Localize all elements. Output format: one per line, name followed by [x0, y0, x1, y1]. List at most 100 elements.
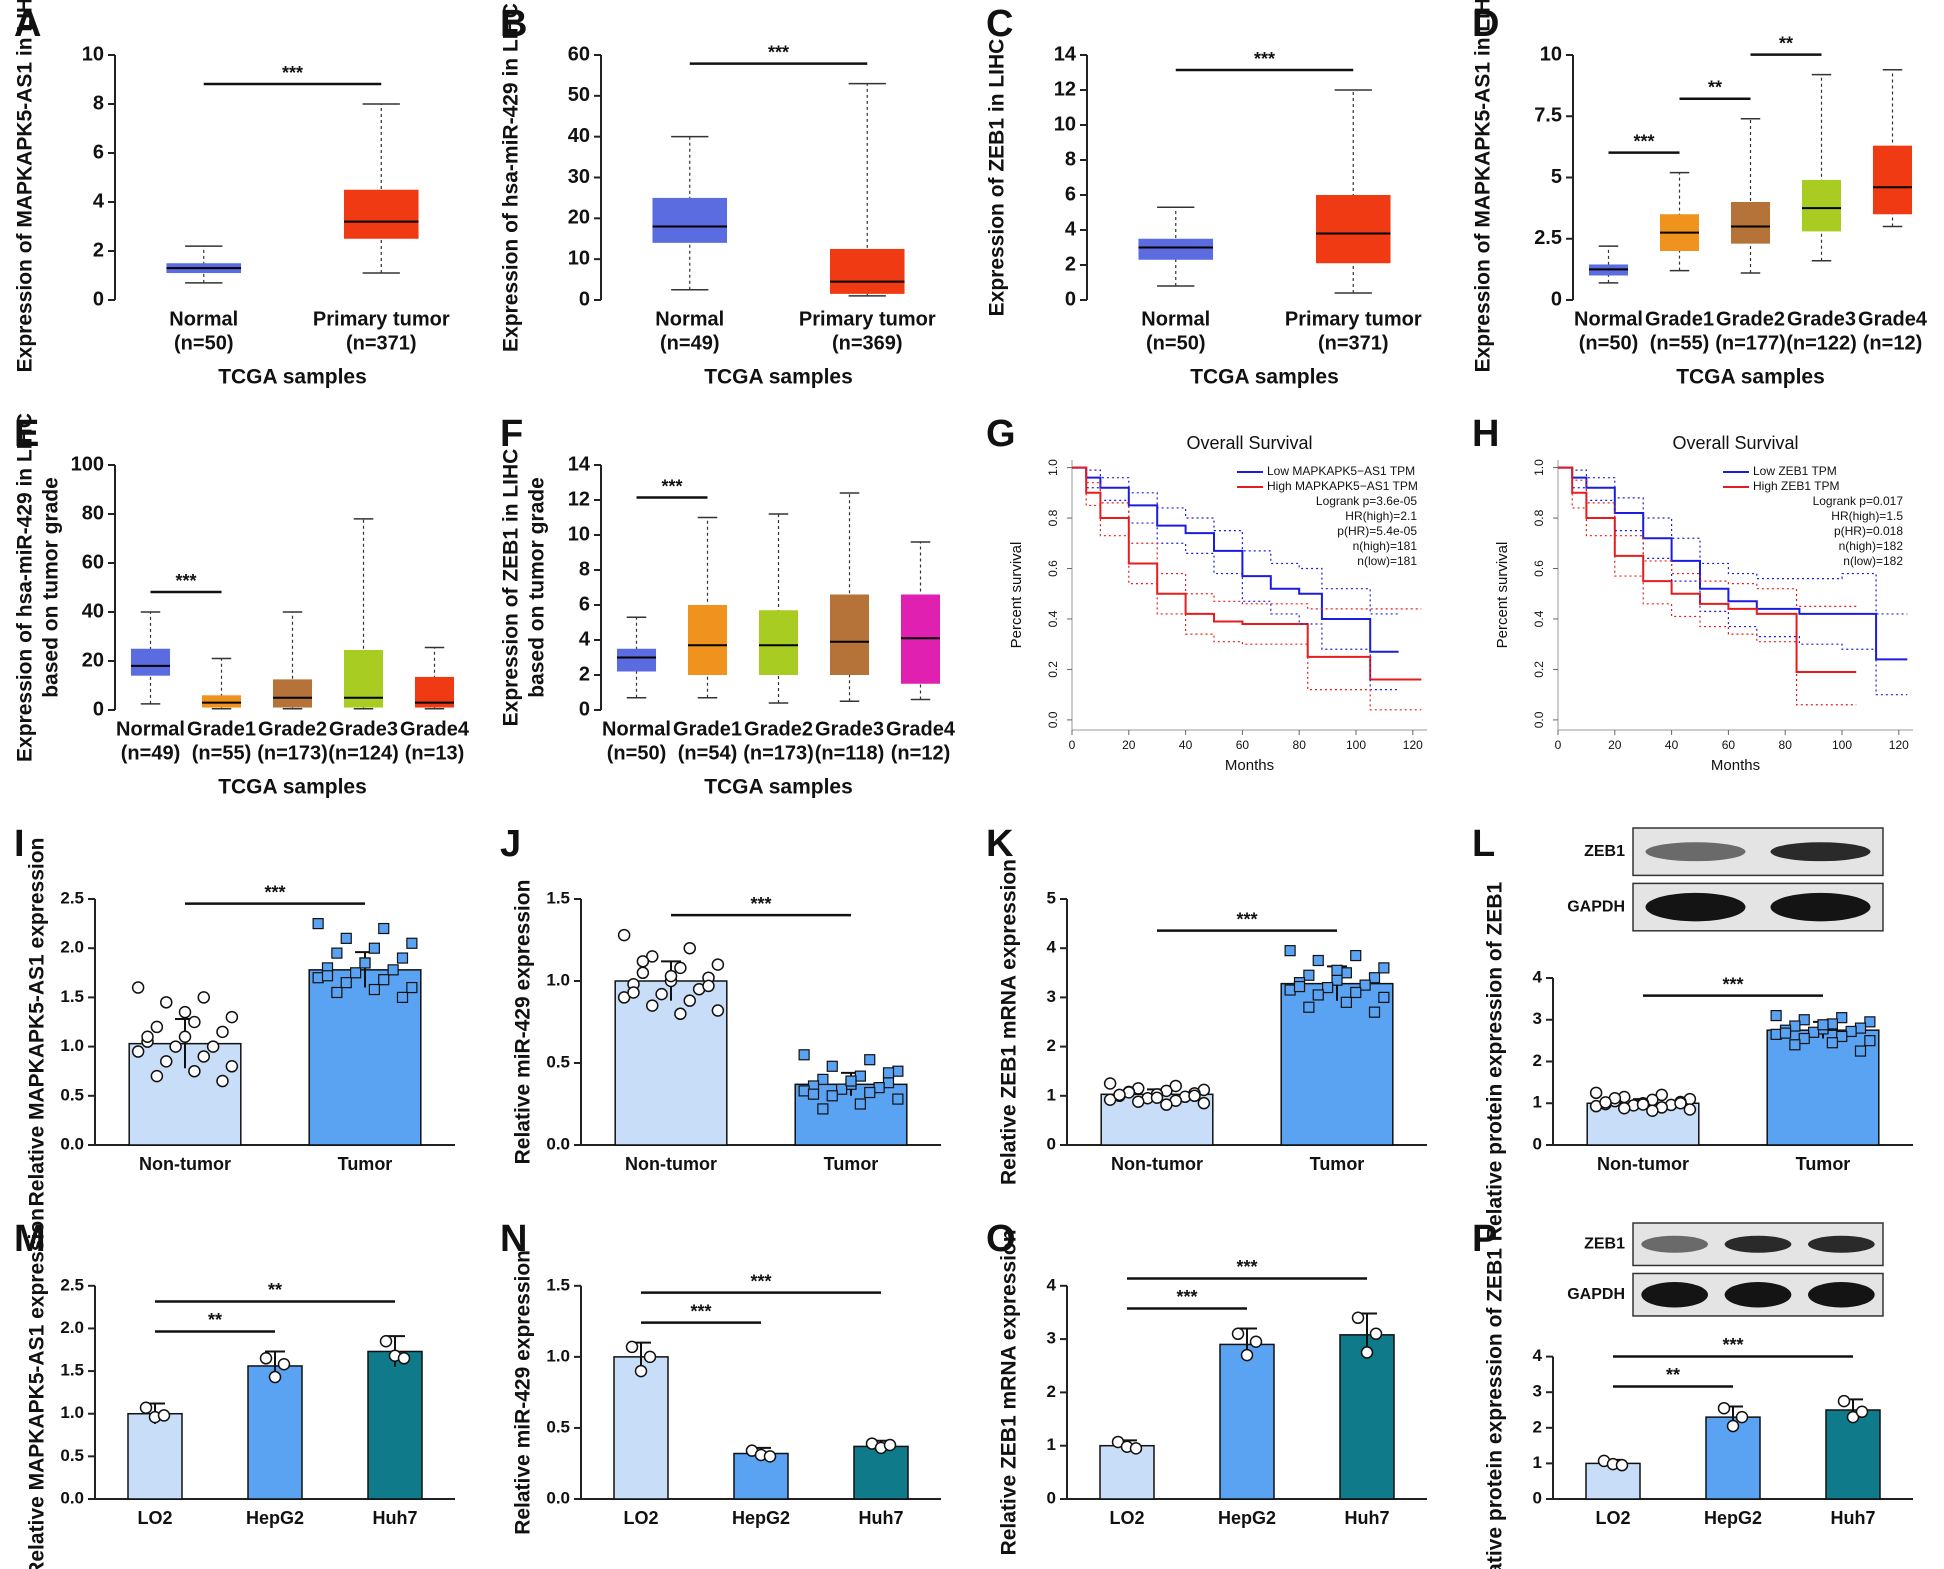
y-axis-label: Expression of MAPKAPK5-AS1 in LIHC	[1472, 0, 1495, 372]
data-point	[1293, 980, 1306, 993]
data-point	[396, 991, 409, 1004]
y-tick-label: 2.0	[60, 1318, 84, 1337]
annotation: p(HR)=0.018	[1834, 524, 1903, 538]
data-point	[1340, 967, 1352, 979]
y-tick-label: 10	[1540, 43, 1562, 65]
data-point	[1826, 1018, 1838, 1030]
legend-label: High MAPKAPK5−AS1 TPM	[1267, 479, 1418, 493]
data-point	[711, 1004, 725, 1017]
box	[1801, 179, 1842, 232]
data-point	[268, 1370, 282, 1384]
data-point	[225, 1010, 239, 1024]
x-tick-label: Grade3	[1787, 308, 1856, 330]
blot-band	[1808, 1235, 1875, 1253]
y-tick-label: 0.5	[60, 1446, 84, 1465]
panel-label: B	[500, 3, 527, 45]
data-point	[1589, 1086, 1603, 1100]
y-tick-label: 12	[1054, 78, 1076, 100]
y-tick-label: 40	[82, 600, 104, 622]
x-tick-label: Huh7	[1345, 1508, 1390, 1528]
x-tick-label: (n=54)	[678, 742, 737, 764]
y-tick-label: 2	[1533, 1051, 1542, 1070]
data-point	[259, 1352, 273, 1365]
y-tick-label: 100	[71, 453, 104, 475]
x-tick-label: HepG2	[1218, 1508, 1276, 1528]
significance-label: **	[208, 1310, 222, 1330]
y-tick-label: 1.5	[546, 1275, 570, 1294]
panel-label: K	[986, 823, 1014, 865]
x-tick-label: (n=371)	[346, 332, 417, 354]
panel-label: D	[1472, 3, 1499, 45]
blot-band	[1724, 1281, 1792, 1308]
y-tick-label: 1.0	[1046, 459, 1060, 476]
y-tick-label: 1.5	[60, 1361, 84, 1380]
y-tick-label: 0.2	[1532, 661, 1546, 678]
bar	[127, 1412, 183, 1500]
data-point	[197, 991, 210, 1004]
x-tick-label: (n=55)	[1650, 332, 1709, 354]
x-tick-label: Primary tumor	[799, 308, 936, 330]
significance-label: **	[1666, 1365, 1680, 1385]
y-tick-label: 4	[579, 628, 591, 650]
data-point	[1129, 1442, 1143, 1455]
x-axis-label: TCGA samples	[218, 776, 367, 799]
panel-label: H	[1472, 413, 1499, 455]
y-tick-label: 4	[1533, 1346, 1543, 1365]
data-point	[1169, 1079, 1182, 1093]
y-axis-label: Relative protein expression of ZEB1	[1484, 881, 1507, 1241]
confidence-line	[1558, 466, 1857, 607]
y-tick-label: 2.0	[60, 938, 84, 957]
x-axis-label: TCGA samples	[704, 366, 853, 389]
y-tick-label: 2	[579, 663, 590, 685]
y-tick-label: 0.4	[1532, 610, 1546, 627]
data-point	[882, 1067, 895, 1079]
x-tick-label: (n=49)	[660, 332, 719, 354]
data-point	[817, 1073, 829, 1086]
y-tick-label: 6	[1065, 183, 1076, 205]
confidence-line	[1072, 466, 1422, 610]
x-tick-label: (n=118)	[815, 742, 884, 764]
x-tick-label: Non-tumor	[1597, 1154, 1689, 1174]
confidence-line	[1072, 466, 1422, 711]
x-tick-label: 60	[1722, 738, 1736, 752]
data-point	[864, 1086, 876, 1099]
data-point	[636, 966, 650, 980]
x-tick-label: Tumor	[1310, 1154, 1365, 1174]
bar	[1339, 1334, 1395, 1500]
y-tick-label: 2	[1047, 1036, 1056, 1055]
data-point	[1798, 1014, 1810, 1026]
data-point	[1599, 1096, 1612, 1109]
significance-label: ***	[282, 63, 303, 83]
y-tick-label: 1.0	[60, 1036, 84, 1055]
x-tick-label: (n=13)	[405, 742, 464, 764]
x-tick-label: Normal	[602, 718, 671, 740]
blot-band	[1645, 892, 1746, 922]
blot-band	[1724, 1235, 1792, 1253]
x-tick-label: (n=12)	[1863, 332, 1922, 354]
data-point	[674, 961, 687, 975]
data-point	[1798, 1032, 1810, 1045]
x-tick-label: 80	[1779, 738, 1793, 752]
data-point	[312, 917, 324, 930]
box	[829, 248, 905, 294]
data-point	[1674, 1097, 1687, 1110]
data-point	[854, 1098, 866, 1110]
significance-label: **	[1708, 77, 1722, 97]
significance-label: ***	[264, 882, 285, 902]
y-tick-label: 0.8	[1532, 509, 1546, 526]
x-tick-label: Grade2	[744, 718, 813, 740]
legend-label: High ZEB1 TPM	[1753, 479, 1839, 493]
data-point	[1312, 954, 1324, 967]
x-axis-label: TCGA samples	[704, 776, 853, 799]
x-tick-label: 100	[1346, 738, 1366, 752]
significance-label: ***	[175, 571, 196, 591]
data-point	[1359, 979, 1371, 991]
x-tick-label: (n=177)	[1715, 332, 1786, 354]
y-tick-label: 4	[1065, 218, 1077, 240]
y-axis-label: based on tumor grade	[40, 477, 63, 698]
x-tick-label: Grade4	[886, 718, 956, 740]
x-tick-label: Tumor	[1796, 1154, 1851, 1174]
x-tick-label: LO2	[1595, 1508, 1630, 1528]
x-tick-label: Tumor	[824, 1154, 879, 1174]
